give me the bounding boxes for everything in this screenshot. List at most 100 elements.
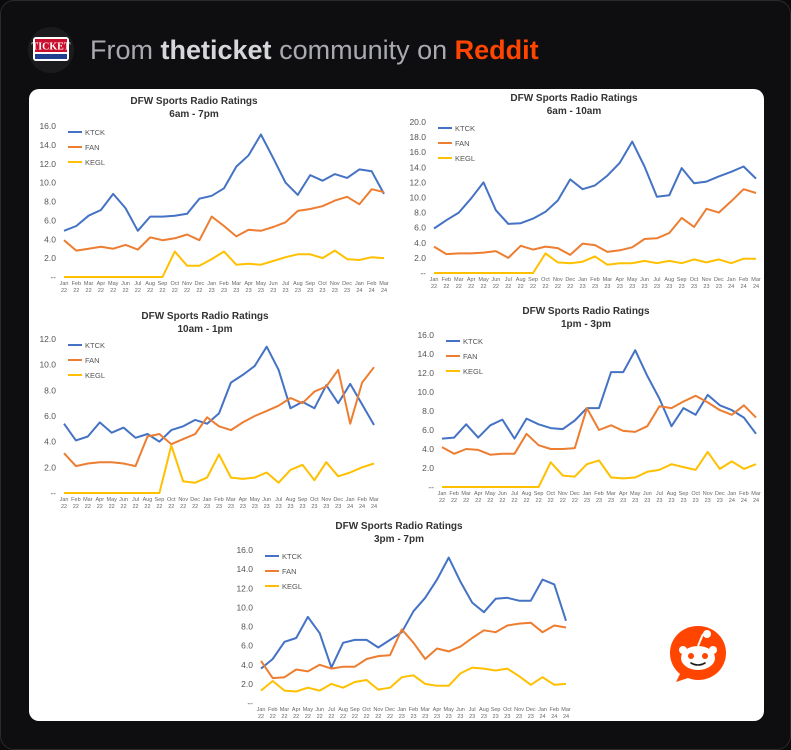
x-tick-label: Dec 22 [194,281,204,294]
x-tick-label: May 23 [250,497,261,510]
y-tick-label: 10.0 [409,193,426,203]
x-tick-label: Dec 22 [190,497,200,510]
x-tick-label: Aug 23 [667,491,677,504]
x-tick-label: Nov 22 [373,707,383,720]
x-tick-label: May 23 [256,281,267,294]
reddit-snoo-icon [670,626,726,682]
x-tick-label: Jun 22 [498,491,507,504]
y-tick-label: 14.0 [236,564,253,574]
y-tick-label: 18.0 [409,132,426,142]
x-tick-label: Sep 23 [305,281,315,294]
x-tick-label: Aug 22 [522,491,532,504]
x-tick-label: Jul 22 [132,497,139,510]
legend-label: KTCK [85,341,105,350]
x-tick-label: Jul 22 [328,707,335,720]
title-prefix: From [90,35,153,65]
x-tick-label: Aug 22 [145,281,155,294]
x-tick-label: Jul 23 [469,707,476,720]
x-tick-label: Feb 23 [594,491,603,504]
x-tick-label: Apr 22 [95,497,104,510]
x-tick-label: Mar 22 [83,497,93,510]
chart-subtitle: 1pm - 3pm [561,319,611,330]
x-tick-label: Jan 22 [60,497,69,510]
series-line-fan [260,621,567,680]
y-tick-label: 10.0 [417,387,434,397]
series-line-ktck [63,345,375,443]
y-tick-label: -- [247,698,253,708]
x-tick-label: Sep 22 [528,277,538,290]
x-tick-label: Jul 22 [134,281,141,294]
y-tick-label: 4.0 [422,444,434,454]
y-tick-label: 14.0 [39,140,56,150]
y-tick-label: 8.0 [422,406,434,416]
chart-image-card[interactable]: DFW Sports Radio Ratings 6am - 7pm -- 2.0 4.… [29,89,764,721]
x-tick-label: Feb 24 [367,281,376,294]
y-tick-label: 20.0 [409,117,426,127]
y-tick-label: 6.0 [241,641,253,651]
community-avatar[interactable]: TICKET [28,27,74,73]
x-tick-label: Sep 23 [491,707,501,720]
legend-label: KTCK [85,128,105,137]
chart-title: DFW Sports Radio Ratings [130,96,258,107]
post-source-title: From theticket community on Reddit [90,35,539,66]
legend-label: FAN [455,139,470,148]
x-tick-label: Oct 22 [170,281,179,294]
chart-title: DFW Sports Radio Ratings [141,311,269,322]
legend-label: KEGL [85,158,105,167]
series-line-fan [433,188,757,259]
y-tick-label: 16.0 [236,545,253,555]
x-tick-label: Mar 23 [232,281,242,294]
x-tick-label: Mar 23 [226,497,236,510]
x-tick-label: Aug 22 [338,707,348,720]
x-tick-label: Jan 23 [397,707,406,720]
x-tick-label: Dec 23 [715,491,725,504]
x-tick-label: Jan 24 [355,281,364,294]
x-tick-label: Sep 22 [154,497,164,510]
x-tick-label: Jun 23 [262,497,271,510]
x-tick-label: Jul 22 [511,491,518,504]
x-tick-label: Aug 23 [293,281,303,294]
x-tick-label: Jun 23 [456,707,465,720]
y-tick-label: 12.0 [39,334,56,344]
community-name[interactable]: theticket [160,35,272,65]
x-tick-label: Apr 22 [97,281,106,294]
x-tick-label: Dec 22 [570,491,580,504]
series-line-kegl [64,444,375,494]
legend-label: KEGL [85,371,105,380]
x-tick-label: Aug 22 [143,497,153,510]
x-tick-label: Jan 22 [60,281,69,294]
x-tick-label: Apr 23 [244,281,253,294]
brand-name[interactable]: Reddit [454,35,539,65]
series-line-kegl [434,252,756,274]
x-tick-label: Jan 24 [538,707,547,720]
x-tick-label: Mar 23 [606,491,616,504]
x-tick-label: Oct 22 [546,491,555,504]
y-tick-label: 8.0 [414,208,426,218]
chart-subtitle: 3pm - 7pm [374,534,424,545]
x-tick-label: Apr 23 [433,707,442,720]
x-tick-label: Mar 22 [461,491,471,504]
x-tick-label: Feb 22 [72,281,81,294]
x-tick-label: Jan 23 [203,497,212,510]
y-tick-label: 4.0 [241,660,253,670]
x-tick-label: Mar 24 [751,277,761,290]
legend-label: KTCK [455,124,475,133]
chart-subtitle: 6am - 7pm [169,109,219,120]
y-tick-label: 14.0 [409,162,426,172]
x-tick-label: Jun 23 [269,281,278,294]
y-tick-label: 12.0 [39,159,56,169]
y-tick-label: 16.0 [417,330,434,340]
chart-title: DFW Sports Radio Ratings [335,521,463,532]
x-tick-label: May 22 [303,707,314,720]
y-tick-label: 8.0 [241,622,253,632]
x-tick-label: Apr 22 [467,277,476,290]
x-tick-label: Oct 22 [167,497,176,510]
x-tick-label: Nov 22 [558,491,568,504]
x-tick-label: Jan 24 [727,277,736,290]
x-tick-label: Apr 23 [619,491,628,504]
series-line-ktck [63,133,385,232]
x-tick-label: Feb 24 [739,277,748,290]
y-tick-label: 12.0 [417,368,434,378]
x-tick-label: Jan 23 [578,277,587,290]
